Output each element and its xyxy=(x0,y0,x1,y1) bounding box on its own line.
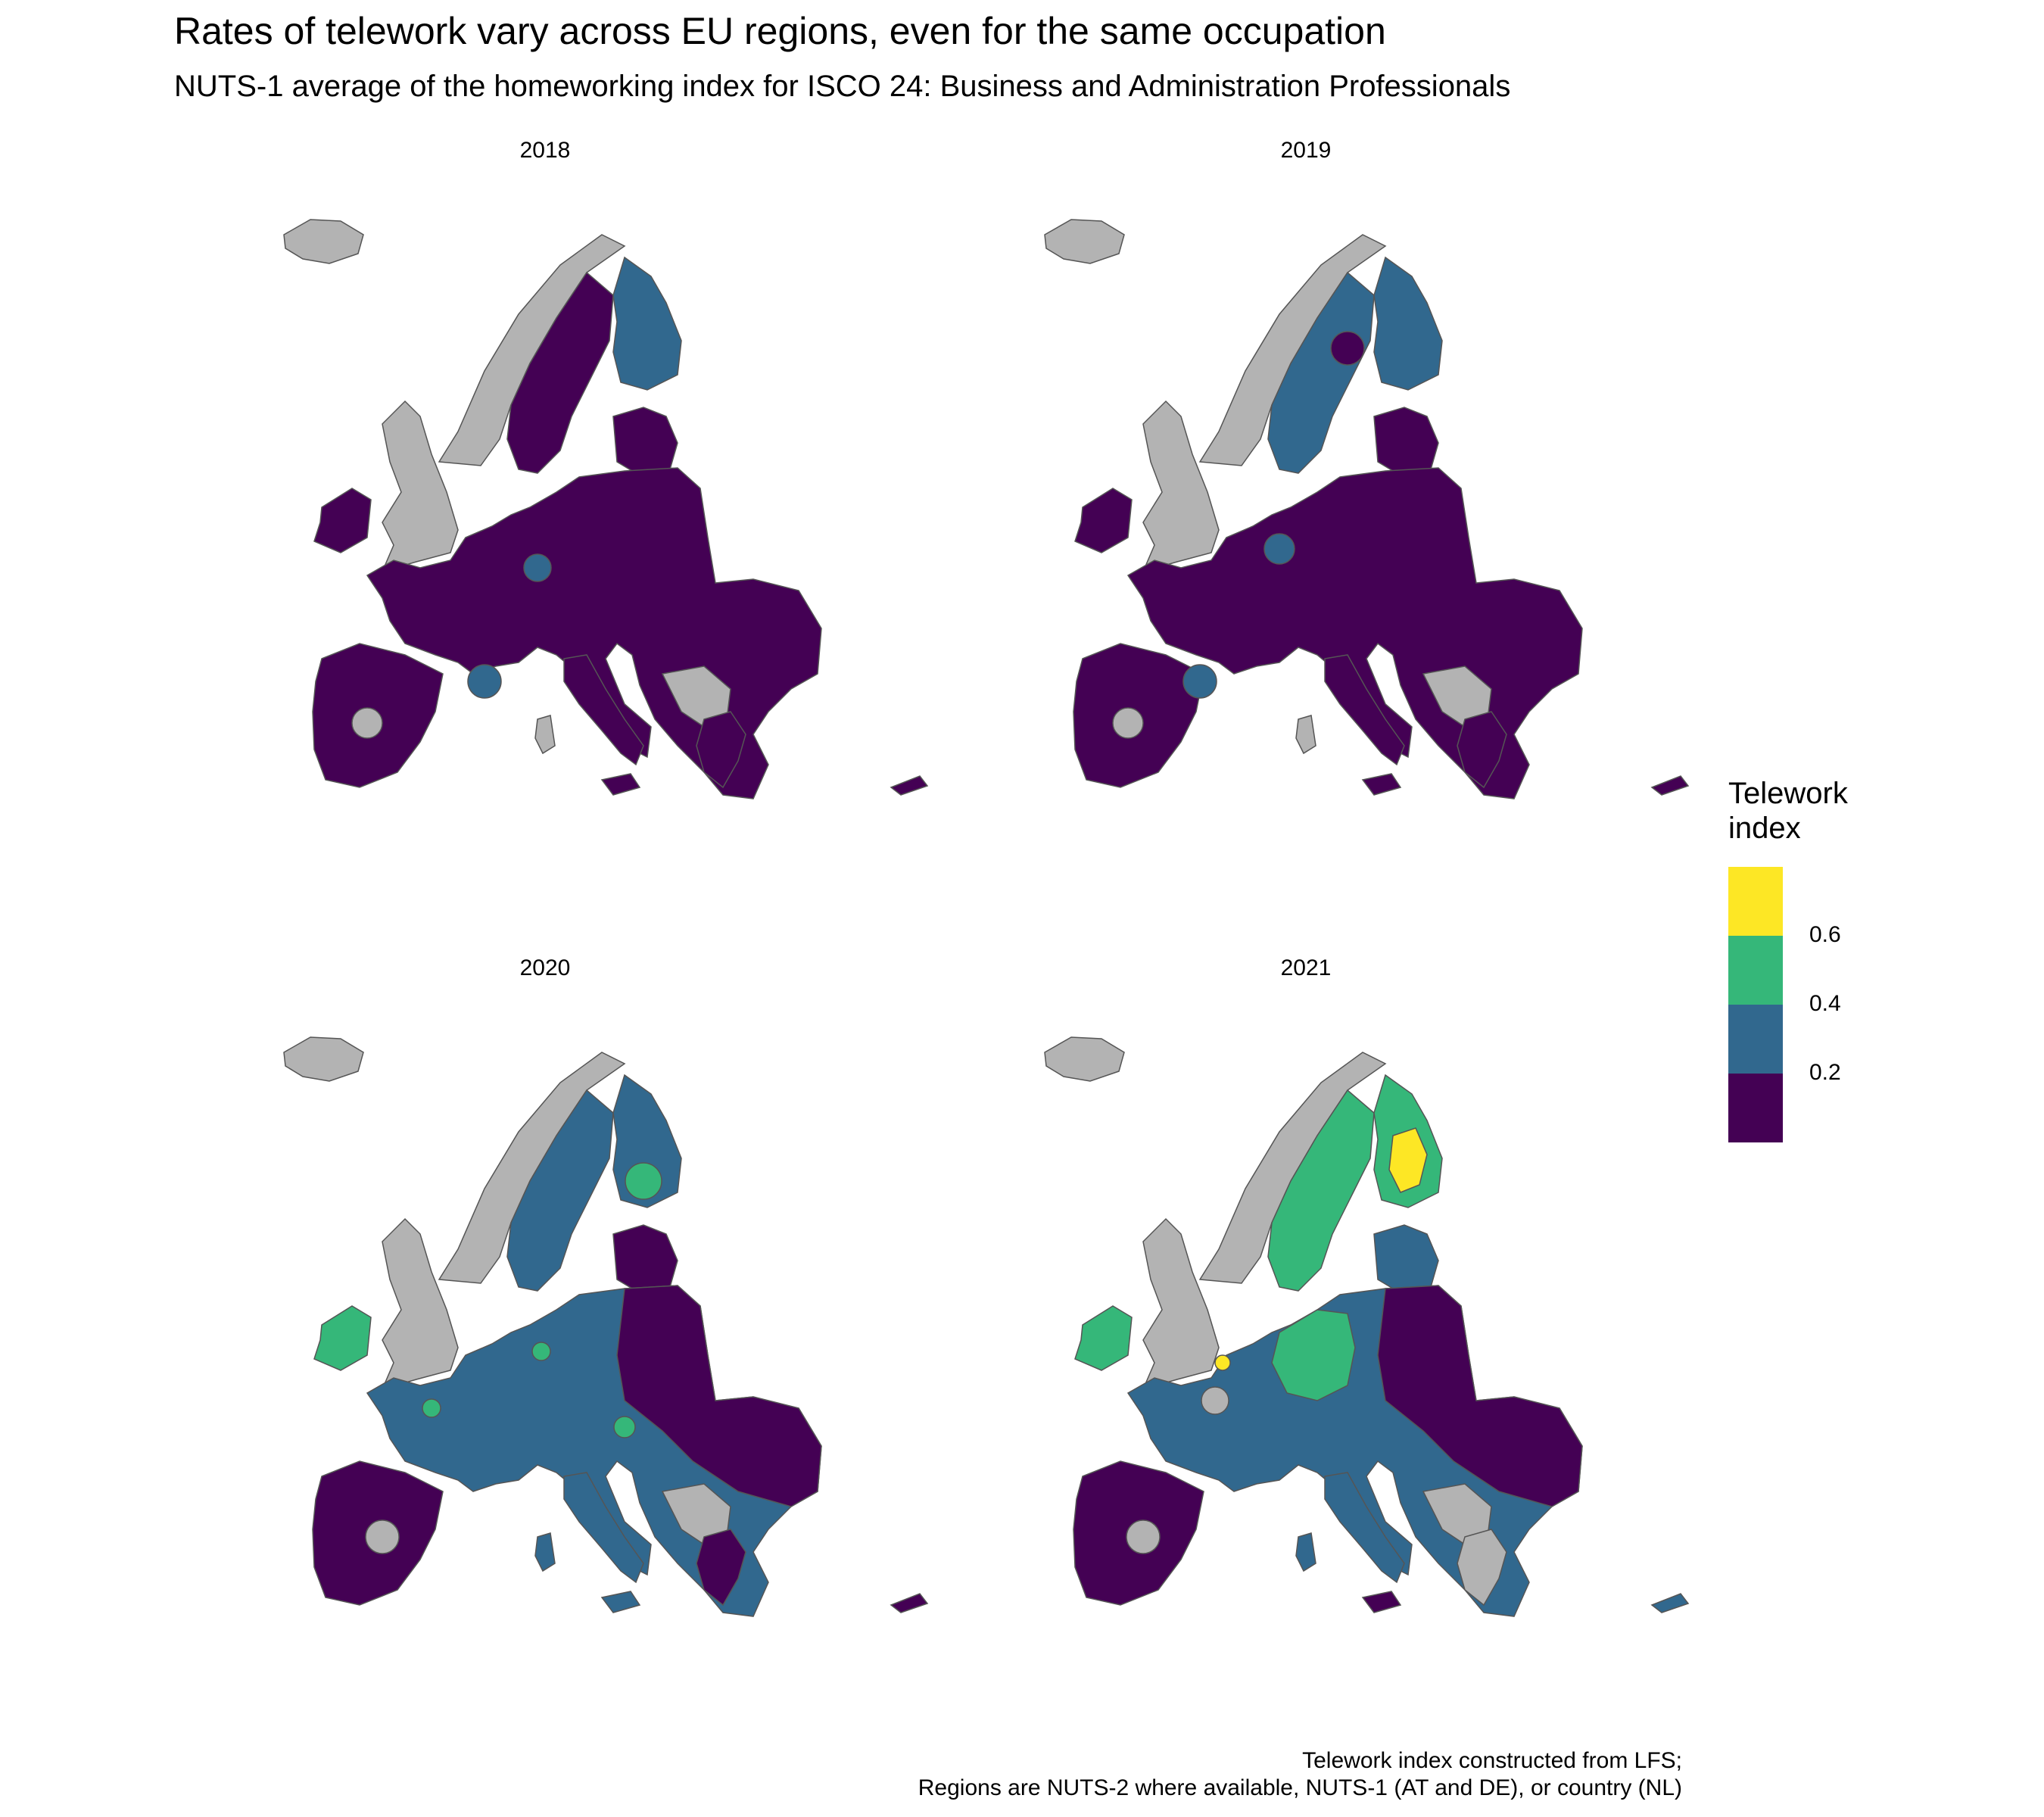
legend-tick xyxy=(1783,935,1793,937)
legend-swatch-1 xyxy=(1728,936,1783,1005)
region-grey-spain xyxy=(351,707,383,739)
region-blue-southfrance xyxy=(467,664,502,699)
map-2018 xyxy=(283,219,928,799)
region-blue-benelux xyxy=(523,553,552,582)
region-iceland xyxy=(283,219,364,264)
region-baltics xyxy=(612,407,678,476)
map-2020 xyxy=(283,1036,928,1617)
map-2021 xyxy=(1044,1036,1689,1617)
legend-tick xyxy=(1783,1004,1793,1005)
legend-title: Telework index xyxy=(1728,777,1848,845)
chart-subtitle: NUTS-1 average of the homeworking index … xyxy=(174,70,1511,103)
legend-swatch-2 xyxy=(1728,1005,1783,1074)
legend-swatch-3 xyxy=(1728,1074,1783,1142)
panel-label-2018: 2018 xyxy=(519,138,571,163)
region-sardinia xyxy=(534,715,556,754)
panel-label-2020: 2020 xyxy=(519,955,571,980)
region-sicily xyxy=(601,773,640,796)
panel-label-2021: 2021 xyxy=(1280,955,1332,980)
legend-tick xyxy=(1783,1073,1793,1074)
region-britain xyxy=(382,400,459,572)
chart-title: Rates of telework vary across EU regions… xyxy=(174,10,1386,52)
region-finland xyxy=(612,257,682,391)
legend-swatch-0 xyxy=(1728,867,1783,936)
caption: Telework index constructed from LFS; Reg… xyxy=(918,1748,1682,1800)
legend-label-0.6: 0.6 xyxy=(1809,922,1841,947)
legend-label-0.4: 0.4 xyxy=(1809,991,1841,1016)
map-2019 xyxy=(1044,219,1689,799)
panel-label-2019: 2019 xyxy=(1280,138,1332,163)
region-cyprus xyxy=(890,775,928,796)
legend-label-0.2: 0.2 xyxy=(1809,1060,1841,1085)
region-ireland xyxy=(313,488,372,553)
